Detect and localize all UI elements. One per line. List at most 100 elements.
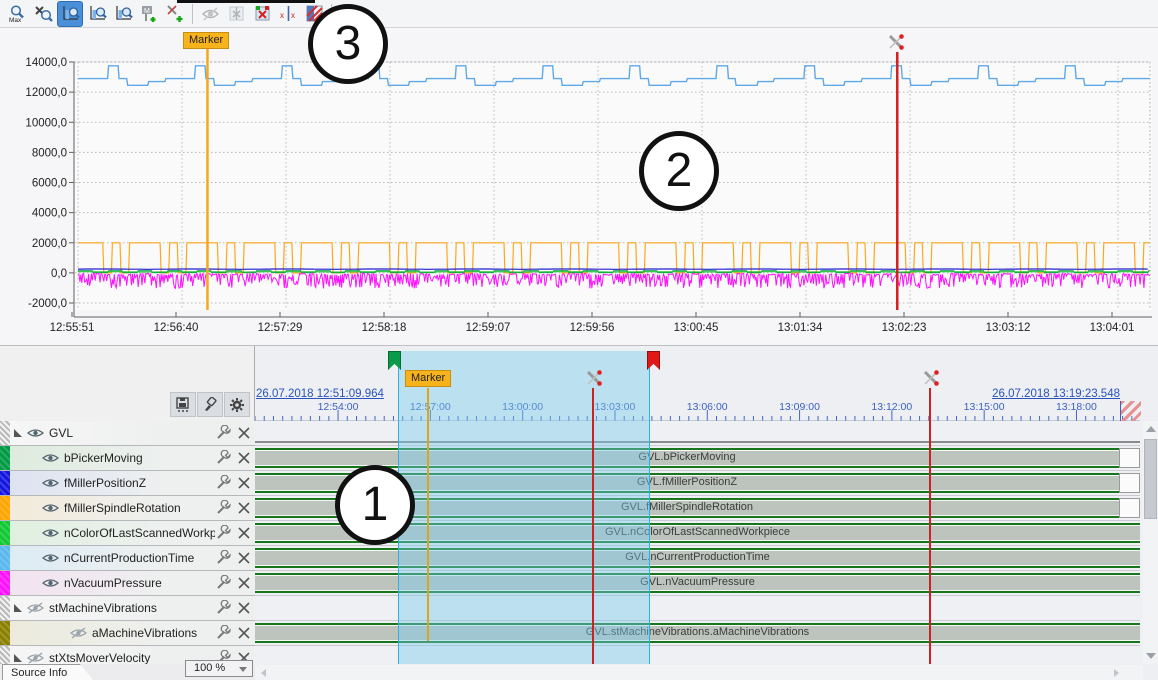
style-brush-button[interactable] (197, 392, 223, 417)
channel-row-aMachineVibrations[interactable]: aMachineVibrations (0, 621, 255, 646)
track-row-nColorOfLastScannedWorkpiece[interactable]: GVL.nColorOfLastScannedWorkpiece (255, 521, 1140, 546)
expander-triangle-icon[interactable] (14, 654, 22, 662)
zoom-mode-y-button[interactable] (111, 2, 135, 26)
channel-row-GVL[interactable]: GVL (0, 421, 255, 446)
channel-row-fMillerPositionZ[interactable]: fMillerPositionZ (0, 471, 255, 496)
eye-visible-icon[interactable] (42, 577, 64, 589)
track-row-fMillerSpindleRotation[interactable]: GVL.fMillerSpindleRotation (255, 496, 1140, 521)
add-cursor-button[interactable] (163, 2, 187, 26)
cursor-icon-chart[interactable] (886, 32, 906, 52)
scroll-right-arrow[interactable] (1114, 669, 1119, 677)
channel-settings-button[interactable] (215, 425, 235, 441)
eye-visible-icon[interactable] (27, 427, 49, 439)
eye-hidden-icon[interactable] (27, 652, 49, 664)
scope-chart[interactable]: 14000,0 12000,0 10000,0 8000,0 6000,0 4000,0 2… (0, 28, 1158, 344)
cursor-icon-timeline-1[interactable] (584, 368, 604, 388)
channel-delete-button[interactable] (235, 575, 255, 591)
add-marker-button[interactable]: M (137, 2, 161, 26)
channel-delete-button[interactable] (235, 425, 255, 441)
cursor-window-button[interactable] (224, 2, 248, 26)
channel-delete-button[interactable] (235, 600, 255, 616)
eye-visible-icon[interactable] (42, 452, 64, 464)
channel-settings-button[interactable] (215, 575, 235, 591)
recording-start-time[interactable]: 26.07.2018 12:51:09.964 (256, 388, 384, 400)
time-selection-region[interactable] (398, 351, 650, 664)
eye-hidden-icon[interactable] (27, 602, 49, 614)
expander-triangle-icon[interactable] (14, 429, 22, 437)
horizontal-scrollbar[interactable] (255, 665, 1143, 680)
track-bar[interactable]: GVL.nCurrentProductionTime (255, 548, 1140, 568)
scroll-up-arrow[interactable] (1146, 426, 1156, 432)
cursor-line-timeline-1[interactable] (592, 388, 594, 664)
channel-row-nCurrentProductionTime[interactable]: nCurrentProductionTime (0, 546, 255, 571)
channel-settings-button[interactable] (215, 550, 235, 566)
channel-delete-button[interactable] (235, 450, 255, 466)
track-bar[interactable]: GVL.nVacuumPressure (255, 573, 1140, 593)
channel-row-fMillerSpindleRotation[interactable]: fMillerSpindleRotation (0, 496, 255, 521)
eye-visible-icon[interactable] (42, 502, 64, 514)
track-bar[interactable]: GVL.fMillerPositionZ (255, 473, 1119, 493)
cursor-icon-timeline-2[interactable] (921, 368, 941, 388)
vertical-scroll-thumb[interactable] (1144, 439, 1157, 519)
cursor-line-timeline-2[interactable] (929, 388, 931, 664)
channel-settings-button[interactable] (215, 450, 235, 466)
channel-settings-icon (217, 425, 231, 439)
eye-visible-icon[interactable] (42, 477, 64, 489)
track-row-bPickerMoving[interactable]: GVL.bPickerMoving (255, 446, 1140, 471)
channel-row-nColorOfLastScannedWorkpiece[interactable]: nColorOfLastScannedWorkpiece (0, 521, 255, 546)
marker-badge-timeline[interactable]: Marker (405, 370, 452, 387)
track-row-GVL[interactable] (255, 421, 1140, 446)
zoom-level-select[interactable]: 100 % (185, 660, 253, 677)
zoom-mode-x-button[interactable] (57, 0, 83, 27)
track-row-aMachineVibrations[interactable]: GVL.stMachineVibrations.aMachineVibratio… (255, 621, 1140, 646)
channel-settings-button[interactable] (215, 475, 235, 491)
zoom-max-button[interactable]: Max (5, 2, 29, 26)
track-row-nCurrentProductionTime[interactable]: GVL.nCurrentProductionTime (255, 546, 1140, 571)
track-bar[interactable]: GVL.stMachineVibrations.aMachineVibratio… (255, 623, 1140, 643)
eye-hidden-icon[interactable] (70, 627, 92, 639)
channel-row-stMachineVibrations[interactable]: stMachineVibrations (0, 596, 255, 621)
channel-delete-button[interactable] (235, 500, 255, 516)
channel-delete-icon (238, 477, 250, 489)
tab-source-info[interactable]: Source Info (2, 664, 94, 680)
track-row-nVacuumPressure[interactable]: GVL.nVacuumPressure (255, 571, 1140, 596)
channel-settings-button[interactable] (215, 625, 235, 641)
track-row-stXtsMoverVelocity[interactable] (255, 646, 1140, 664)
eye-visible-icon[interactable] (42, 552, 64, 564)
scroll-left-arrow[interactable] (261, 669, 266, 677)
marker-badge-chart[interactable]: Marker (183, 32, 230, 49)
eye-visible-icon[interactable] (42, 527, 64, 539)
timeline-ruler[interactable]: 26.07.2018 12:51:09.964 26.07.2018 13:19… (255, 346, 1143, 421)
channel-row-stXtsMoverVelocity[interactable]: stXtsMoverVelocity (0, 646, 255, 664)
track-row-fMillerPositionZ[interactable]: GVL.fMillerPositionZ (255, 471, 1140, 496)
scroll-down-arrow[interactable] (1146, 653, 1156, 659)
marker-line-timeline[interactable] (427, 388, 429, 641)
channel-delete-button[interactable] (235, 475, 255, 491)
zoom-undo-button[interactable] (31, 2, 55, 26)
save-button[interactable] (170, 392, 196, 417)
channel-settings-button[interactable] (215, 600, 235, 616)
track-bar[interactable]: GVL.nColorOfLastScannedWorkpiece (255, 523, 1140, 543)
channel-row-nVacuumPressure[interactable]: nVacuumPressure (0, 571, 255, 596)
zoom-mode-time-button[interactable] (85, 2, 109, 26)
cursor-window-red-button[interactable] (250, 2, 274, 26)
channel-row-bPickerMoving[interactable]: bPickerMoving (0, 446, 255, 471)
vertical-scrollbar[interactable] (1143, 421, 1158, 664)
channel-name: stXtsMoverVelocity (49, 651, 151, 664)
channel-delete-button[interactable] (235, 550, 255, 566)
svg-text:13:01:34: 13:01:34 (778, 322, 823, 334)
recording-end-time[interactable]: 26.07.2018 13:19:23.548 (992, 388, 1120, 400)
channel-delete-button[interactable] (235, 625, 255, 641)
toggle-elements-button[interactable] (198, 2, 222, 26)
settings-button[interactable] (224, 392, 250, 417)
channel-delete-button[interactable] (235, 525, 255, 541)
track-row-stMachineVibrations[interactable] (255, 596, 1140, 621)
track-bar[interactable]: GVL.bPickerMoving (255, 448, 1119, 468)
channel-settings-button[interactable] (215, 525, 235, 541)
track-area[interactable]: GVL.bPickerMoving GVL.fMillerPositionZ GVL… (255, 421, 1143, 664)
expander-triangle-icon[interactable] (14, 604, 22, 612)
track-bar[interactable]: GVL.fMillerSpindleRotation (255, 498, 1119, 518)
chart-section: 14000,0 12000,0 10000,0 8000,0 6000,0 4000,0 2… (0, 28, 1158, 344)
channel-settings-button[interactable] (215, 500, 235, 516)
